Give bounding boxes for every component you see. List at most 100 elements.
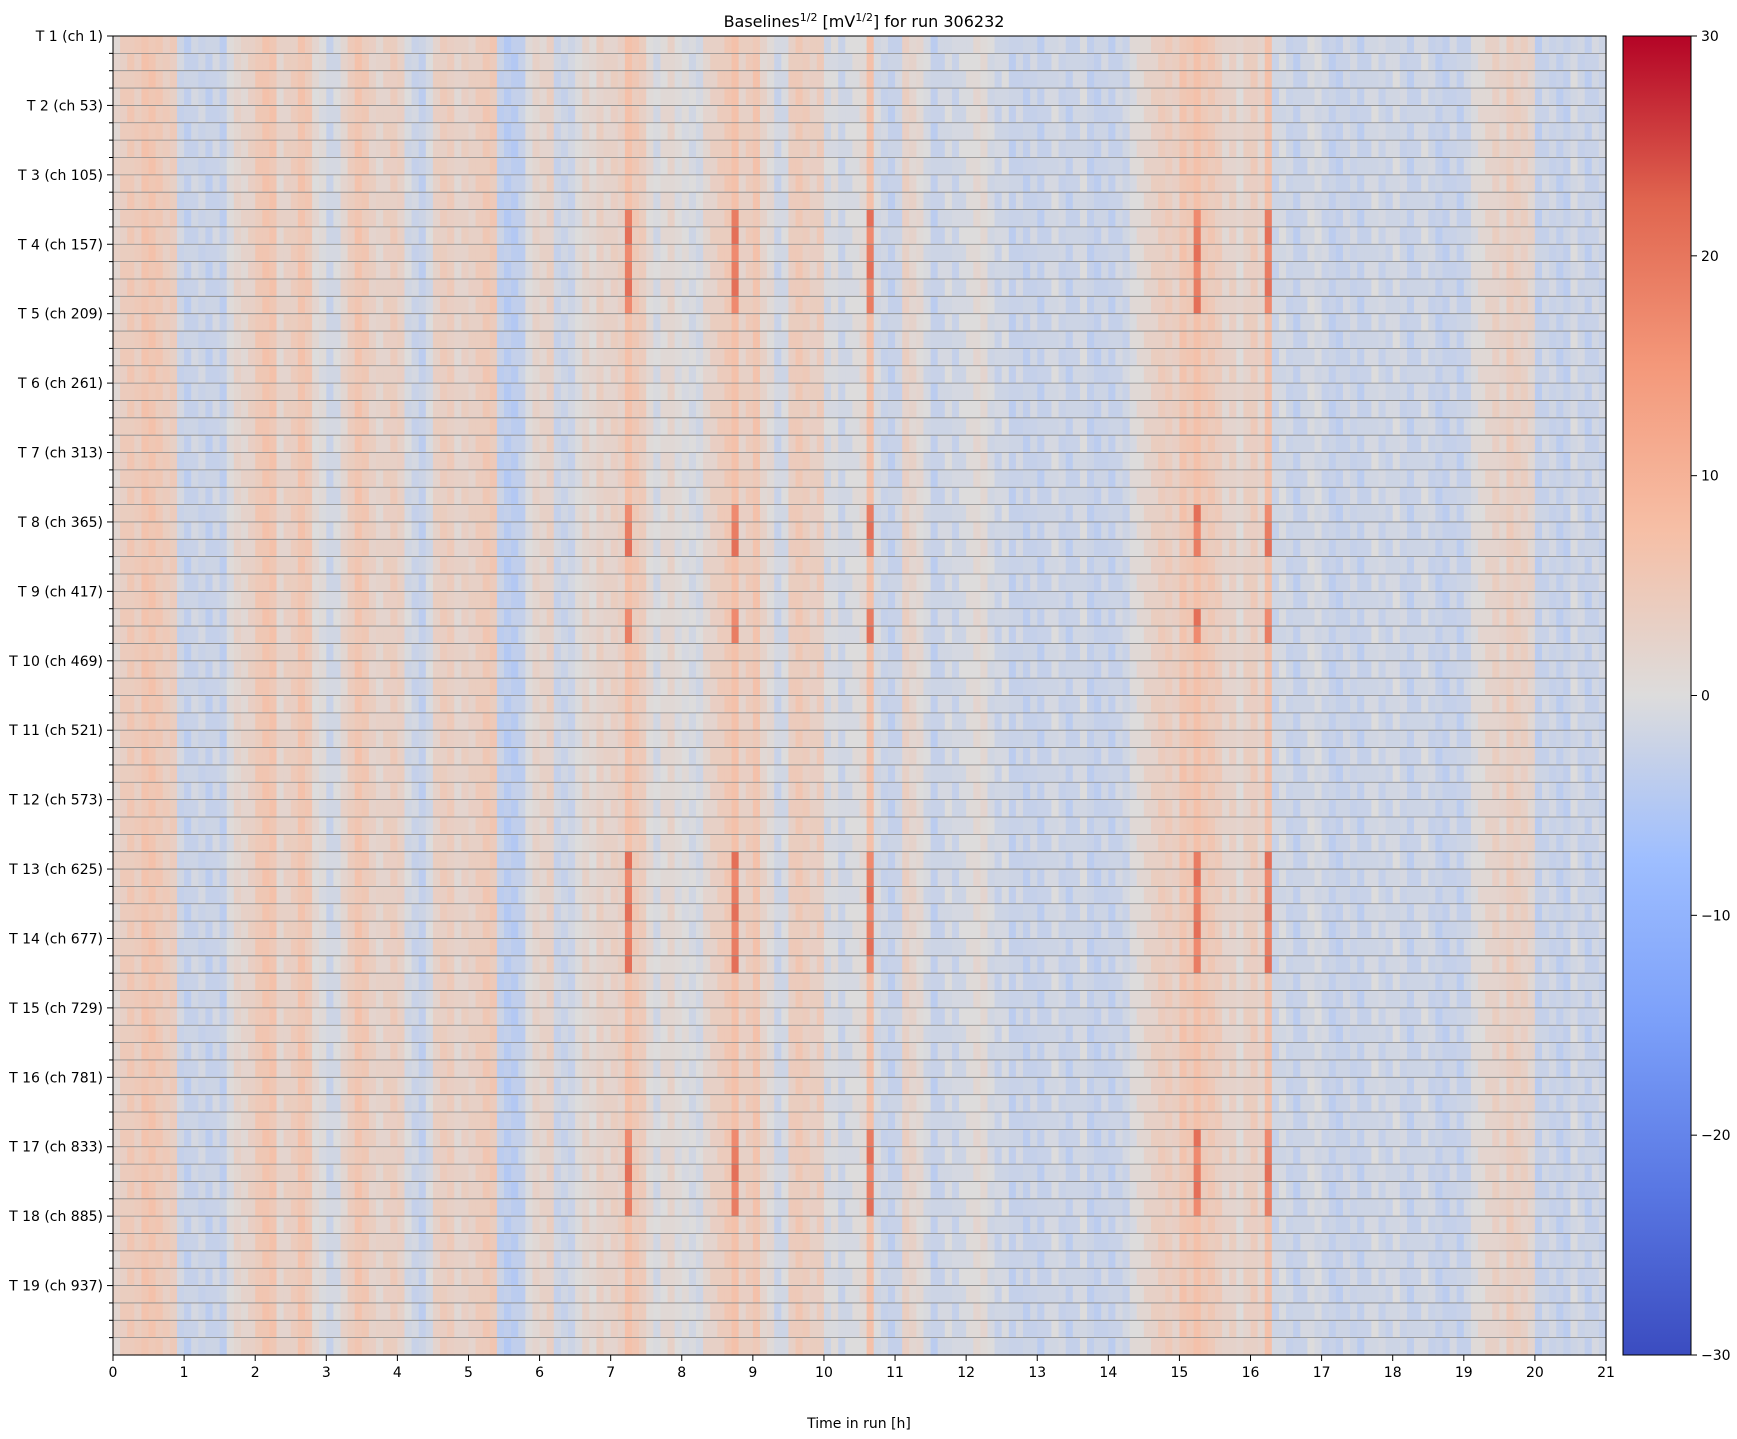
heatmap-cell bbox=[198, 278, 207, 297]
heatmap-cell bbox=[511, 36, 519, 54]
heatmap-cell bbox=[1200, 261, 1209, 280]
heatmap-cell bbox=[1350, 278, 1358, 297]
heatmap-cell bbox=[1421, 226, 1429, 245]
heatmap-cell bbox=[923, 348, 932, 367]
heatmap-cell bbox=[895, 296, 903, 315]
heatmap-cell bbox=[1499, 140, 1508, 159]
heatmap-cell bbox=[383, 226, 391, 245]
heatmap-cell bbox=[624, 348, 633, 367]
heatmap-cell bbox=[1364, 174, 1372, 193]
heatmap-cell bbox=[276, 174, 285, 193]
heatmap-cell bbox=[1129, 365, 1138, 384]
heatmap-cell bbox=[269, 36, 278, 54]
heatmap-cell bbox=[248, 331, 256, 349]
heatmap-cell bbox=[560, 105, 569, 124]
heatmap-cell bbox=[653, 244, 662, 263]
heatmap-cell bbox=[255, 174, 263, 193]
heatmap-cell bbox=[845, 383, 853, 402]
heatmap-cell bbox=[496, 313, 505, 332]
heatmap-cell bbox=[461, 157, 470, 176]
heatmap-cell bbox=[1371, 331, 1380, 349]
heatmap-cell bbox=[1087, 122, 1095, 141]
heatmap-cell bbox=[802, 53, 811, 72]
heatmap-cell bbox=[475, 400, 484, 419]
heatmap-cell bbox=[1442, 226, 1451, 245]
heatmap-cell bbox=[404, 226, 413, 245]
heatmap-cell bbox=[1229, 244, 1237, 263]
heatmap-cell bbox=[333, 122, 342, 141]
heatmap-cell bbox=[1492, 400, 1500, 419]
heatmap-cell bbox=[1271, 226, 1280, 245]
heatmap-cell bbox=[1364, 331, 1372, 349]
heatmap-cell bbox=[1172, 244, 1181, 263]
heatmap-cell bbox=[1023, 244, 1031, 263]
heatmap-cell bbox=[859, 226, 868, 245]
heatmap-cell bbox=[994, 209, 1003, 228]
heatmap-cell bbox=[504, 365, 512, 384]
heatmap-cell bbox=[539, 278, 548, 297]
heatmap-cell bbox=[447, 365, 455, 384]
heatmap-cell bbox=[1108, 53, 1117, 72]
heatmap-cell bbox=[1015, 36, 1024, 54]
heatmap-cell bbox=[1257, 226, 1266, 245]
heatmap-cell bbox=[1542, 105, 1550, 124]
heatmap-cell bbox=[347, 174, 356, 193]
heatmap-cell bbox=[340, 400, 349, 419]
heatmap-cell bbox=[959, 313, 967, 332]
heatmap-cell bbox=[1478, 383, 1486, 402]
heatmap-cell bbox=[1001, 53, 1010, 72]
heatmap-cell bbox=[255, 53, 263, 72]
heatmap-cell bbox=[1328, 296, 1337, 315]
heatmap-cell bbox=[1044, 296, 1053, 315]
heatmap-cell bbox=[340, 244, 349, 263]
heatmap-cell bbox=[966, 174, 974, 193]
heatmap-cell bbox=[1470, 105, 1479, 124]
heatmap-cell bbox=[248, 88, 256, 107]
heatmap-cell bbox=[1542, 348, 1550, 367]
heatmap-cell bbox=[475, 278, 484, 297]
heatmap-cell bbox=[703, 53, 711, 72]
heatmap-cell bbox=[176, 365, 185, 384]
heatmap-cell bbox=[1414, 296, 1422, 315]
heatmap-cell bbox=[333, 435, 342, 454]
heatmap-cell bbox=[759, 226, 768, 245]
heatmap-cell bbox=[639, 365, 647, 384]
heatmap-cell bbox=[404, 36, 413, 54]
heatmap-cell bbox=[212, 157, 221, 176]
heatmap-cell bbox=[1108, 244, 1117, 263]
heatmap-cell bbox=[297, 244, 306, 263]
heatmap-cell bbox=[226, 244, 235, 263]
heatmap-cell bbox=[660, 348, 669, 367]
heatmap-cell bbox=[646, 313, 654, 332]
heatmap-cell bbox=[752, 313, 761, 332]
heatmap-cell bbox=[120, 122, 128, 141]
heatmap-cell bbox=[1101, 313, 1109, 332]
heatmap-cell bbox=[198, 296, 207, 315]
heatmap-cell bbox=[333, 261, 342, 280]
heatmap-cell bbox=[347, 157, 356, 176]
heatmap-cell bbox=[994, 331, 1003, 349]
heatmap-cell bbox=[1385, 365, 1394, 384]
heatmap-cell bbox=[262, 174, 271, 193]
heatmap-cell bbox=[1101, 365, 1109, 384]
heatmap-cell bbox=[1328, 261, 1337, 280]
heatmap-cell bbox=[660, 88, 669, 107]
heatmap-cell bbox=[1364, 348, 1372, 367]
heatmap-cell bbox=[354, 261, 363, 280]
heatmap-cell bbox=[1378, 174, 1387, 193]
heatmap-cell bbox=[724, 192, 733, 211]
heatmap-cell bbox=[1214, 53, 1223, 72]
heatmap-cell bbox=[866, 88, 875, 107]
heatmap-cell bbox=[496, 348, 505, 367]
heatmap-cell bbox=[1264, 383, 1273, 402]
heatmap-cell bbox=[262, 140, 271, 159]
heatmap-cell bbox=[504, 435, 512, 454]
heatmap-cell bbox=[390, 209, 398, 228]
heatmap-cell bbox=[1129, 383, 1138, 402]
heatmap-cell bbox=[468, 313, 477, 332]
heatmap-cell bbox=[1335, 157, 1344, 176]
heatmap-cell bbox=[610, 36, 619, 54]
heatmap-cell bbox=[489, 365, 498, 384]
heatmap-cell bbox=[411, 157, 420, 176]
heatmap-cell bbox=[681, 226, 690, 245]
